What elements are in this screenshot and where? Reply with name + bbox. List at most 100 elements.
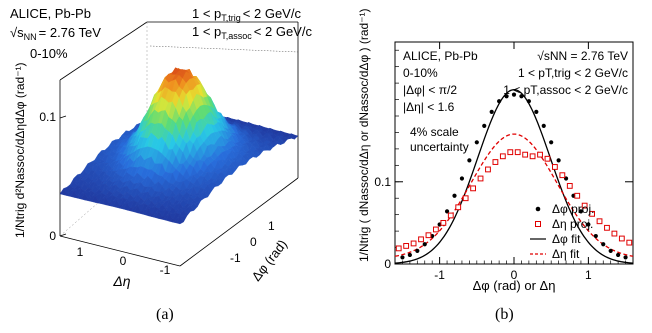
grid-line [149, 45, 299, 53]
caption-b: (b) [495, 306, 514, 323]
deta-point [462, 195, 469, 202]
dphi-point [489, 109, 494, 114]
energy-label: √sNN = 2.76 TeV [10, 25, 101, 42]
deta-point [425, 232, 432, 239]
deta-point [499, 153, 506, 160]
z-tick-mark [59, 233, 67, 237]
y-tick-label: 0 [384, 257, 391, 271]
data-points [395, 92, 633, 260]
deta-point [618, 235, 625, 242]
deta-point [552, 164, 558, 170]
deta-point [589, 210, 595, 217]
deta-point [440, 219, 447, 226]
assoc-range-label: 1 < pT,assoc < 2 GeV/c [192, 24, 312, 41]
fit-curves [394, 89, 634, 264]
dphi-point [422, 242, 427, 247]
deta-point [529, 153, 536, 160]
legend-label: Δφ fit [552, 232, 581, 246]
scale-label: uncertainty [410, 140, 469, 154]
box-edge [59, 21, 148, 81]
phi-tick-label: 1 [268, 219, 275, 233]
eta-tick-label: 1 [77, 245, 84, 259]
deta-point [514, 149, 521, 156]
deta-point [559, 172, 566, 179]
collab-label: ALICE, Pb-Pb [10, 6, 91, 21]
deta-point [507, 149, 514, 156]
dphi-point [601, 242, 606, 247]
deta-point [537, 151, 543, 158]
deta-point [604, 224, 610, 231]
deta-point [522, 151, 529, 158]
axes: -1 0 1 0 0.1 [374, 42, 633, 282]
dphi-point [511, 92, 517, 97]
legend-label: Δη fit [552, 247, 580, 261]
deta-point [470, 185, 476, 192]
phi-axis [179, 177, 299, 267]
trig-range-label: 1 < pT,trig < 2 GeV/c [192, 6, 301, 23]
dphi-point [400, 255, 405, 260]
y-tick-label: 0.1 [374, 175, 391, 189]
caption-a: (a) [156, 306, 174, 323]
x-axis-title: Δφ (rad) or Δη [473, 278, 556, 293]
eta-tick-label: 0 [120, 254, 127, 268]
deta-point [574, 192, 581, 199]
deta-point [477, 175, 484, 182]
dphi-point [467, 158, 472, 163]
deta-point [611, 230, 618, 237]
surface-cell [176, 216, 184, 225]
dphi-point [459, 176, 465, 181]
deta-point [596, 218, 603, 225]
correlation-surface [59, 67, 299, 225]
dphi-point [549, 140, 554, 145]
trig-range-label: 1 < pT,trig < 2 GeV/c [518, 66, 628, 80]
legend-marker-dphi-proj [535, 206, 541, 212]
dphi-point [504, 94, 509, 99]
dphi-point [526, 99, 531, 104]
centrality-label: 0-10% [30, 46, 68, 61]
z-tick-mark [59, 115, 67, 119]
dphi-fit-curve [394, 89, 634, 264]
dphi-point [415, 248, 420, 253]
svg-text:1 < pT,assoc< 2 GeV/c: 1 < pT,assoc < 2 GeV/c [192, 24, 312, 41]
left-panel: 0 0.1 1 0 -1 Δη 1 0 -1 Δφ (rad) 1/Ntrig … [10, 6, 312, 289]
dphi-point [623, 255, 628, 260]
phi-tick-label: 0 [250, 235, 257, 249]
scale-label: 4% scale [410, 125, 459, 139]
z-axis-title: 1/Ntrig d²Nassoc/dΔηdΔφ (rad⁻¹) [13, 62, 27, 238]
dphi-point [556, 158, 561, 163]
deta-point [544, 155, 551, 162]
eta-axis [59, 235, 181, 267]
z-tick-label: 0 [49, 229, 56, 243]
z-tick-label: 0.1 [39, 110, 56, 124]
eta-tick-label: -1 [160, 263, 171, 277]
centrality-label: 0-10% [403, 66, 438, 80]
deta-point [566, 182, 573, 189]
dphi-cut-label: |Δφ| < π/2 [403, 83, 457, 97]
deta-point [410, 240, 417, 247]
x-axis-title: Δη [112, 273, 130, 289]
deta-point [455, 204, 462, 211]
collab-label: ALICE, Pb-Pb [403, 49, 478, 63]
dphi-point [616, 252, 621, 258]
y-axis-title: 1/Ntrig ( dNassoc/dΔη or dNassoc/dΔφ ) (… [357, 8, 371, 262]
dphi-point [482, 123, 487, 128]
deta-point [433, 226, 439, 233]
dphi-point [593, 233, 598, 239]
svg-text:1 < pT,trig< 2 GeV/c: 1 < pT,trig < 2 GeV/c [192, 6, 301, 23]
x-tick-label: -1 [434, 268, 445, 282]
deta-point [626, 239, 633, 246]
dphi-point [534, 109, 539, 114]
x-tick-label: 0 [511, 268, 518, 282]
energy-label: √sNN = 2.76 TeV [537, 49, 628, 63]
deta-point [395, 245, 402, 252]
deta-point [418, 236, 424, 243]
legend-label: Δφ proj. [552, 202, 594, 216]
dphi-point [474, 140, 479, 145]
deta-point [485, 166, 491, 173]
deta-cut-label: |Δη| < 1.6 [403, 100, 455, 114]
deta-fit-curve [394, 133, 634, 257]
legend-label: Δη proj. [552, 217, 593, 231]
dphi-point [541, 123, 546, 128]
dphi-point [497, 99, 502, 104]
x-tick-label: 1 [585, 268, 592, 282]
